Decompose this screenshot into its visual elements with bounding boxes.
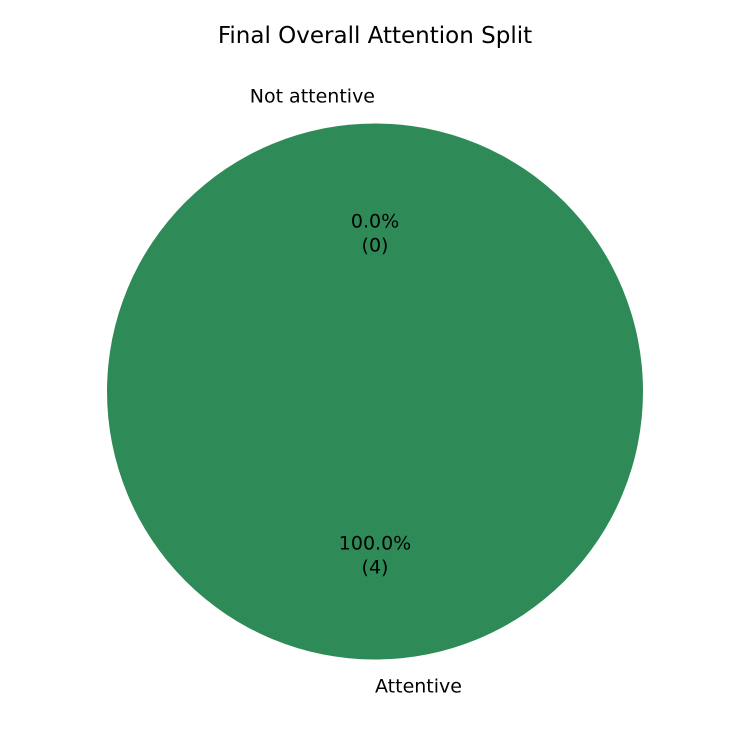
pie-slice-attentive xyxy=(107,123,643,660)
pie-slices xyxy=(107,123,643,660)
slice-label-attentive: Attentive xyxy=(375,675,462,697)
slice-percent-label-not-attentive: 0.0% xyxy=(351,211,399,233)
slice-count-label-attentive: (4) xyxy=(362,556,389,578)
chart-title: Final Overall Attention Split xyxy=(218,23,532,49)
slice-percent-label-attentive: 100.0% xyxy=(339,532,411,554)
slice-count-label-not-attentive: (0) xyxy=(362,235,389,257)
slice-label-not-attentive: Not attentive xyxy=(250,86,375,108)
pie-labels: Not attentive 0.0%(0) Attentive 100.0%(4) xyxy=(250,86,462,698)
